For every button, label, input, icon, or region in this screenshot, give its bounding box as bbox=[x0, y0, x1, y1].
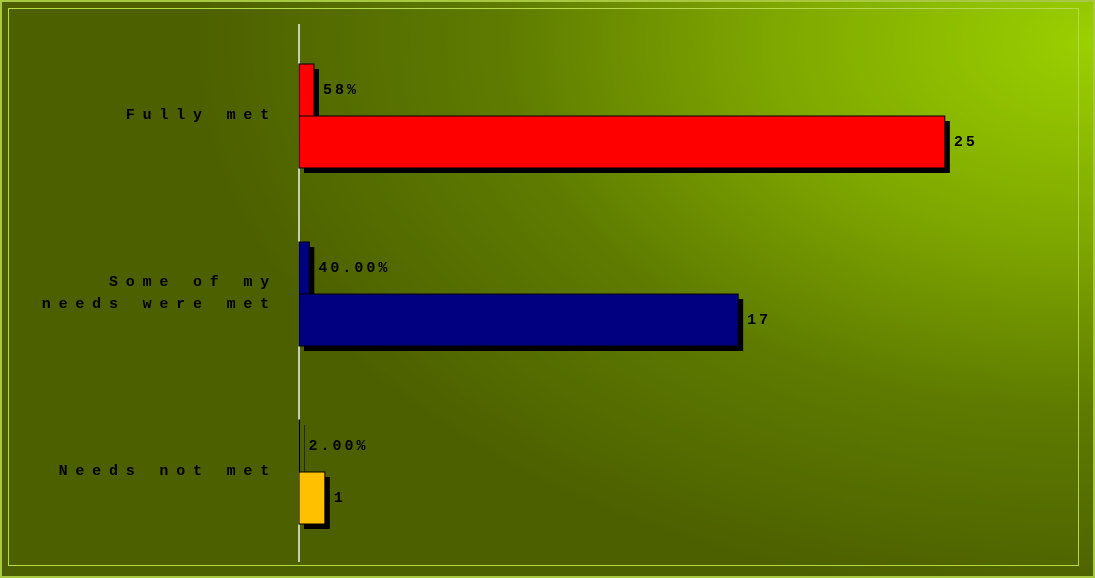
bar bbox=[298, 63, 315, 117]
bar bbox=[298, 419, 301, 473]
value-label: 1 bbox=[334, 490, 346, 507]
category-label: Needs not met bbox=[58, 463, 277, 480]
bar bbox=[298, 241, 310, 295]
bar bbox=[298, 293, 739, 347]
value-label: 40.00% bbox=[318, 260, 390, 277]
value-label: 17 bbox=[747, 312, 771, 329]
value-label: 2.00% bbox=[309, 438, 369, 455]
bar bbox=[298, 115, 946, 169]
value-label: 58% bbox=[323, 82, 359, 99]
category-label: Fully met bbox=[125, 107, 277, 124]
plot-border bbox=[8, 8, 1079, 566]
value-label: 25 bbox=[954, 134, 978, 151]
bar-shadow bbox=[304, 425, 305, 477]
bar bbox=[298, 471, 326, 525]
category-label: Some of my needs were met bbox=[41, 274, 277, 313]
